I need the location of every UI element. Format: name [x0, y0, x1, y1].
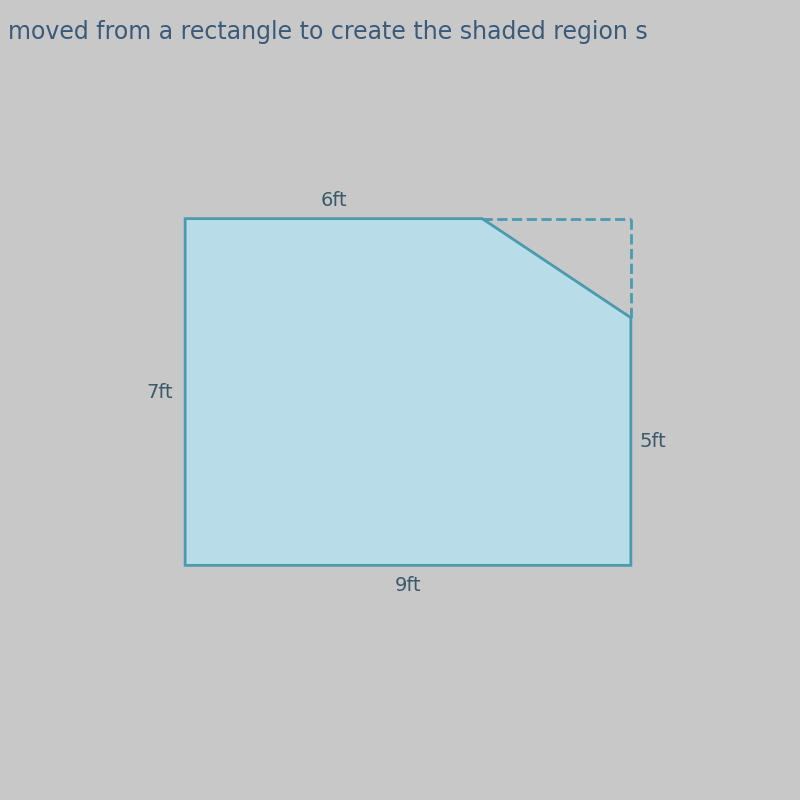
- Text: 5ft: 5ft: [640, 432, 666, 451]
- Text: moved from a rectangle to create the shaded region s: moved from a rectangle to create the sha…: [8, 20, 648, 44]
- Text: 9ft: 9ft: [394, 576, 422, 595]
- Text: 6ft: 6ft: [321, 190, 347, 210]
- Text: 7ft: 7ft: [146, 382, 173, 402]
- Polygon shape: [185, 218, 631, 566]
